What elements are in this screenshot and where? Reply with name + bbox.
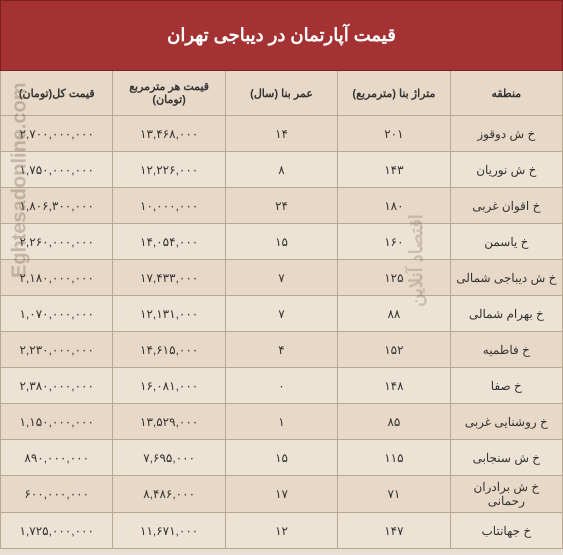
cell-area: ۸۵: [338, 404, 450, 440]
cell-price_sqm: ۱۴,۰۵۴,۰۰۰: [113, 224, 225, 260]
cell-region: خ بهرام شمالی: [450, 296, 562, 332]
table-row: خ یاسمن۱۶۰۱۵۱۴,۰۵۴,۰۰۰۲,۲۶۰,۰۰۰,۰۰۰: [1, 224, 563, 260]
apartment-price-table: قیمت آپارتمان در دیباجی تهران منطقه مترا…: [0, 0, 563, 549]
cell-area: ۱۲۵: [338, 260, 450, 296]
cell-price_sqm: ۱۰,۰۰۰,۰۰۰: [113, 188, 225, 224]
cell-region: خ اقوان غربی: [450, 188, 562, 224]
table-row: خ ش نوریان۱۴۳۸۱۲,۲۲۶,۰۰۰۱,۷۵۰,۰۰۰,۰۰۰: [1, 152, 563, 188]
cell-area: ۱۴۳: [338, 152, 450, 188]
header-age: عمر بنا (سال): [225, 71, 337, 116]
cell-age: ۸: [225, 152, 337, 188]
cell-area: ۱۴۸: [338, 368, 450, 404]
cell-region: خ ش برادران رحمانی: [450, 476, 562, 513]
cell-age: ۴: [225, 332, 337, 368]
cell-total_price: ۲,۱۸۰,۰۰۰,۰۰۰: [1, 260, 113, 296]
cell-price_sqm: ۱۶,۰۸۱,۰۰۰: [113, 368, 225, 404]
cell-price_sqm: ۱۳,۴۶۸,۰۰۰: [113, 116, 225, 152]
cell-region: خ ش نوریان: [450, 152, 562, 188]
cell-price_sqm: ۱۳,۵۲۹,۰۰۰: [113, 404, 225, 440]
header-row: منطقه متراژ بنا (مترمربع) عمر بنا (سال) …: [1, 71, 563, 116]
cell-age: ۱۲: [225, 513, 337, 549]
table-row: خ بهرام شمالی۸۸۷۱۲,۱۳۱,۰۰۰۱,۰۷۰,۰۰۰,۰۰۰: [1, 296, 563, 332]
cell-region: خ جهانتاب: [450, 513, 562, 549]
cell-age: ۱: [225, 404, 337, 440]
cell-age: ۱۵: [225, 440, 337, 476]
table-title: قیمت آپارتمان در دیباجی تهران: [1, 1, 563, 71]
table-row: خ اقوان غربی۱۸۰۲۴۱۰,۰۰۰,۰۰۰۱,۸۰۶,۳۰۰,۰۰۰: [1, 188, 563, 224]
cell-total_price: ۲,۲۳۰,۰۰۰,۰۰۰: [1, 332, 113, 368]
cell-region: خ صفا: [450, 368, 562, 404]
cell-price_sqm: ۸,۴۸۶,۰۰۰: [113, 476, 225, 513]
cell-total_price: ۱,۸۰۶,۳۰۰,۰۰۰: [1, 188, 113, 224]
cell-area: ۱۴۷: [338, 513, 450, 549]
cell-price_sqm: ۱۱,۶۷۱,۰۰۰: [113, 513, 225, 549]
cell-total_price: ۱,۰۷۰,۰۰۰,۰۰۰: [1, 296, 113, 332]
cell-region: خ ش دیباجی شمالی: [450, 260, 562, 296]
header-price-sqm: قیمت هر مترمربع (تومان): [113, 71, 225, 116]
cell-price_sqm: ۱۷,۴۳۳,۰۰۰: [113, 260, 225, 296]
cell-age: ۱۵: [225, 224, 337, 260]
cell-area: ۱۸۰: [338, 188, 450, 224]
cell-total_price: ۱,۷۵۰,۰۰۰,۰۰۰: [1, 152, 113, 188]
table-row: خ ش سنجابی۱۱۵۱۵۷,۶۹۵,۰۰۰۸۹۰,۰۰۰,۰۰۰: [1, 440, 563, 476]
cell-area: ۱۱۵: [338, 440, 450, 476]
cell-area: ۲۰۱: [338, 116, 450, 152]
cell-price_sqm: ۷,۶۹۵,۰۰۰: [113, 440, 225, 476]
table-row: خ جهانتاب۱۴۷۱۲۱۱,۶۷۱,۰۰۰۱,۷۲۵,۰۰۰,۰۰۰: [1, 513, 563, 549]
table-row: خ صفا۱۴۸۰۱۶,۰۸۱,۰۰۰۲,۳۸۰,۰۰۰,۰۰۰: [1, 368, 563, 404]
cell-total_price: ۶۰۰,۰۰۰,۰۰۰: [1, 476, 113, 513]
cell-area: ۱۵۲: [338, 332, 450, 368]
table-row: خ ش دیباجی شمالی۱۲۵۷۱۷,۴۳۳,۰۰۰۲,۱۸۰,۰۰۰,…: [1, 260, 563, 296]
cell-price_sqm: ۱۴,۶۱۵,۰۰۰: [113, 332, 225, 368]
cell-age: ۱۷: [225, 476, 337, 513]
table-body: خ ش دوقوز۲۰۱۱۴۱۳,۴۶۸,۰۰۰۲,۷۰۰,۰۰۰,۰۰۰خ ش…: [1, 116, 563, 549]
cell-price_sqm: ۱۲,۱۳۱,۰۰۰: [113, 296, 225, 332]
cell-area: ۱۶۰: [338, 224, 450, 260]
cell-region: خ فاطمیه: [450, 332, 562, 368]
cell-age: ۰: [225, 368, 337, 404]
table-row: خ ش برادران رحمانی۷۱۱۷۸,۴۸۶,۰۰۰۶۰۰,۰۰۰,۰…: [1, 476, 563, 513]
cell-region: خ یاسمن: [450, 224, 562, 260]
cell-total_price: ۲,۲۶۰,۰۰۰,۰۰۰: [1, 224, 113, 260]
header-total-price: قیمت کل(تومان): [1, 71, 113, 116]
cell-region: خ ش دوقوز: [450, 116, 562, 152]
cell-age: ۷: [225, 260, 337, 296]
cell-region: خ ش سنجابی: [450, 440, 562, 476]
table-row: خ فاطمیه۱۵۲۴۱۴,۶۱۵,۰۰۰۲,۲۳۰,۰۰۰,۰۰۰: [1, 332, 563, 368]
cell-total_price: ۱,۱۵۰,۰۰۰,۰۰۰: [1, 404, 113, 440]
cell-age: ۱۴: [225, 116, 337, 152]
cell-total_price: ۱,۷۲۵,۰۰۰,۰۰۰: [1, 513, 113, 549]
table-row: خ روشنایی غربی۸۵۱۱۳,۵۲۹,۰۰۰۱,۱۵۰,۰۰۰,۰۰۰: [1, 404, 563, 440]
cell-area: ۸۸: [338, 296, 450, 332]
price-table-container: قیمت آپارتمان در دیباجی تهران منطقه مترا…: [0, 0, 563, 555]
cell-area: ۷۱: [338, 476, 450, 513]
cell-region: خ روشنایی غربی: [450, 404, 562, 440]
header-area: متراژ بنا (مترمربع): [338, 71, 450, 116]
title-row: قیمت آپارتمان در دیباجی تهران: [1, 1, 563, 71]
cell-total_price: ۲,۷۰۰,۰۰۰,۰۰۰: [1, 116, 113, 152]
cell-price_sqm: ۱۲,۲۲۶,۰۰۰: [113, 152, 225, 188]
header-region: منطقه: [450, 71, 562, 116]
cell-age: ۷: [225, 296, 337, 332]
cell-age: ۲۴: [225, 188, 337, 224]
cell-total_price: ۸۹۰,۰۰۰,۰۰۰: [1, 440, 113, 476]
cell-total_price: ۲,۳۸۰,۰۰۰,۰۰۰: [1, 368, 113, 404]
table-row: خ ش دوقوز۲۰۱۱۴۱۳,۴۶۸,۰۰۰۲,۷۰۰,۰۰۰,۰۰۰: [1, 116, 563, 152]
